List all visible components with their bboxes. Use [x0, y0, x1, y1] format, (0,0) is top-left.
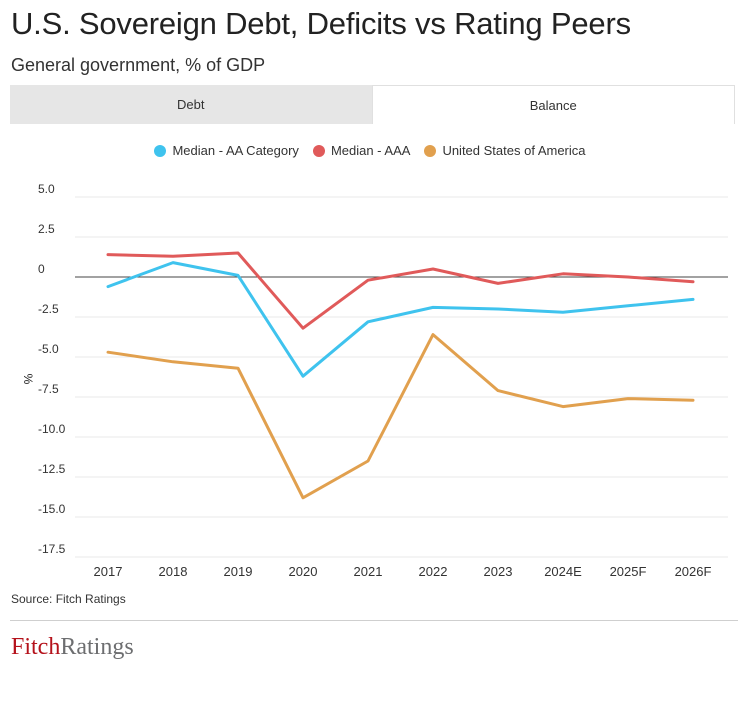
legend-marker-aaa	[312, 144, 325, 157]
y-tick-label: -17.5	[38, 542, 66, 556]
legend-marker-usa	[424, 144, 437, 157]
legend-item-aa[interactable]: Median - AA Category	[154, 143, 299, 158]
y-tick-label: 0	[38, 262, 45, 276]
legend-marker-aa	[154, 144, 167, 157]
series-line-aaa	[106, 251, 695, 330]
chart-title: U.S. Sovereign Debt, Deficits vs Rating …	[11, 6, 631, 41]
legend-item-usa[interactable]: United States of America	[424, 143, 586, 158]
x-tick-label: 2022	[419, 564, 448, 579]
y-tick-label: 5.0	[38, 182, 55, 196]
tab-debt[interactable]: Debt	[10, 85, 372, 124]
fitch-ratings-logo: FitchRatings	[11, 634, 134, 660]
series-line-usa	[106, 333, 695, 500]
legend-label-aa: Median - AA Category	[172, 143, 299, 158]
y-tick-label: -10.0	[38, 422, 66, 436]
x-tick-label: 2021	[354, 564, 383, 579]
x-tick-label: 2019	[224, 564, 253, 579]
chart-legend: Median - AA Category Median - AAA United…	[0, 143, 740, 158]
chart-subtitle: General government, % of GDP	[11, 55, 266, 75]
x-tick-label: 2017	[94, 564, 123, 579]
x-tick-label: 2024E	[544, 564, 582, 579]
y-tick-label: -5.0	[38, 342, 59, 356]
y-tick-label: -7.5	[38, 382, 59, 396]
x-tick-label: 2026F	[675, 564, 712, 579]
x-tick-label: 2023	[484, 564, 513, 579]
y-tick-label: -12.5	[38, 462, 66, 476]
footer-divider	[10, 620, 738, 621]
source-note: Source: Fitch Ratings	[11, 592, 126, 606]
x-tick-label: 2020	[289, 564, 318, 579]
legend-label-usa: United States of America	[442, 143, 586, 158]
y-tick-label: -2.5	[38, 302, 59, 316]
y-axis-label: %	[21, 374, 35, 385]
series-line-aa-category	[106, 261, 695, 378]
legend-item-aaa[interactable]: Median - AAA	[312, 143, 411, 158]
line-chart: 5.0 2.5 0 -2.5 -5.0 -7.5 -10.0 -12.5 -15.0 -17.5%…	[21, 182, 728, 579]
y-tick-label: -15.0	[38, 502, 66, 516]
legend-label-aaa: Median - AAA	[330, 143, 411, 158]
tab-bar: Debt Balance	[10, 85, 735, 124]
x-tick-label: 2025F	[610, 564, 647, 579]
x-tick-label: 2018	[159, 564, 188, 579]
tab-balance[interactable]: Balance	[371, 85, 735, 124]
y-tick-label: 2.5	[38, 222, 55, 236]
